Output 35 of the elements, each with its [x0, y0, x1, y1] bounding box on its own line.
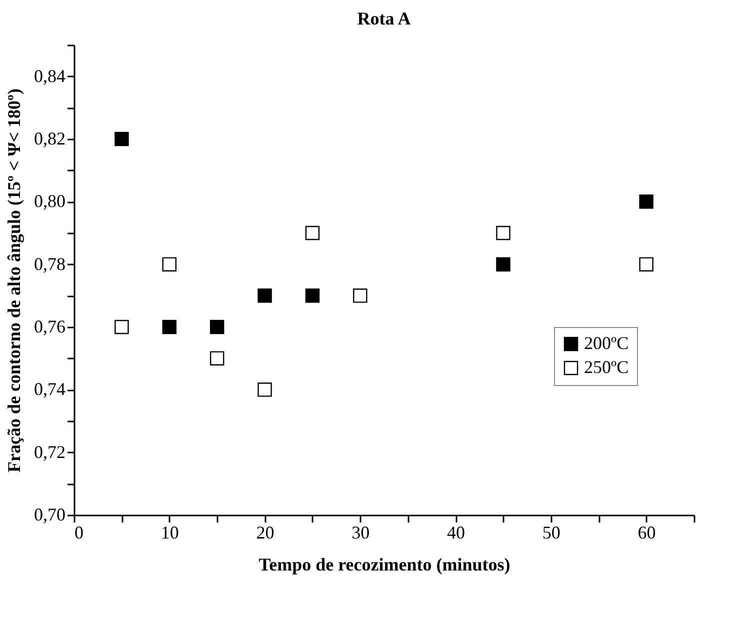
point: [210, 320, 224, 334]
point: [210, 351, 224, 366]
x-tick-label: 0: [74, 522, 84, 542]
point: [496, 226, 510, 240]
point: [639, 194, 654, 209]
y-tick-label: 0,84: [34, 66, 66, 86]
point: [258, 382, 272, 397]
point: [353, 288, 368, 303]
x-tick-label: 30: [352, 522, 370, 542]
point: [305, 288, 320, 303]
y-tick-label: 0,78: [34, 254, 66, 274]
y-tick-label: 0,70: [34, 504, 66, 524]
y-tick-label: 0,82: [34, 128, 66, 148]
x-tick-label: 60: [638, 522, 656, 542]
point: [639, 257, 654, 272]
x-tick-label: 40: [447, 522, 466, 542]
point: [162, 320, 177, 334]
y-tick-label: 0,74: [34, 379, 66, 400]
point: [162, 257, 177, 272]
legend-label: 200ºC: [584, 333, 629, 353]
y-axis-title: Fração de contorno de alto ângulo (15º < Ψ< 180º): [4, 88, 24, 472]
y-tick-label: 0,80: [34, 191, 66, 212]
x-axis-title: Tempo de recozimento (minutos): [258, 554, 510, 574]
point: [114, 132, 129, 146]
x-tick-label: 20: [256, 522, 274, 542]
point: [258, 288, 272, 303]
y-tick-label: 0,72: [34, 442, 66, 462]
point: [114, 320, 129, 334]
x-tick-label: 50: [542, 522, 560, 542]
x-tick-label: 10: [160, 522, 179, 542]
chart-title: Rota A: [357, 8, 411, 28]
y-tick-label: 0,76: [34, 316, 66, 336]
point: [496, 257, 510, 272]
point: [305, 226, 320, 240]
legend-label: 250ºC: [584, 357, 629, 377]
